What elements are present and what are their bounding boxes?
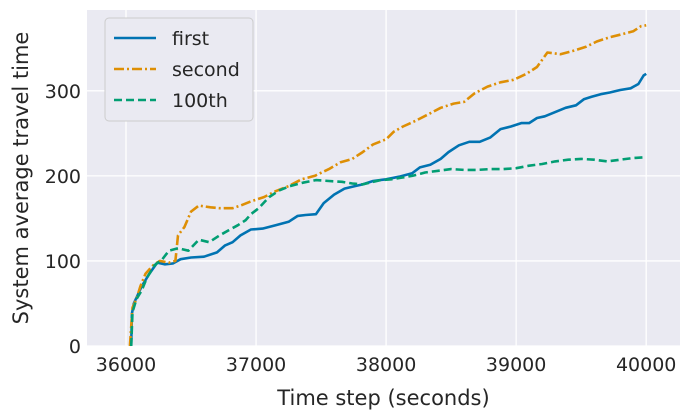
legend-label: 100th: [172, 90, 228, 112]
x-tick-label: 40000: [616, 354, 676, 376]
x-tick-label: 37000: [226, 354, 286, 376]
legend-box: [104, 17, 254, 122]
series-line-2: [129, 155, 647, 347]
y-tick-label: 100: [45, 251, 81, 273]
x-axis-ticks: 36000 37000 38000 39000 40000: [96, 354, 677, 376]
series-line-1: [128, 24, 647, 347]
legend-label: second: [172, 59, 240, 81]
legend: first second 100th: [104, 17, 254, 122]
y-tick-label: 200: [45, 166, 81, 188]
legend-label: first: [172, 28, 209, 50]
y-axis-label: System average travel time: [9, 32, 33, 325]
x-tick-label: 38000: [356, 354, 416, 376]
series-layer: [128, 24, 647, 347]
y-tick-label: 300: [45, 81, 81, 103]
x-tick-label: 39000: [486, 354, 546, 376]
y-tick-label: 0: [69, 336, 81, 358]
x-axis-label: Time step (seconds): [276, 386, 489, 410]
y-axis-ticks: 0 100 200 300: [45, 81, 81, 358]
x-tick-label: 36000: [96, 354, 156, 376]
